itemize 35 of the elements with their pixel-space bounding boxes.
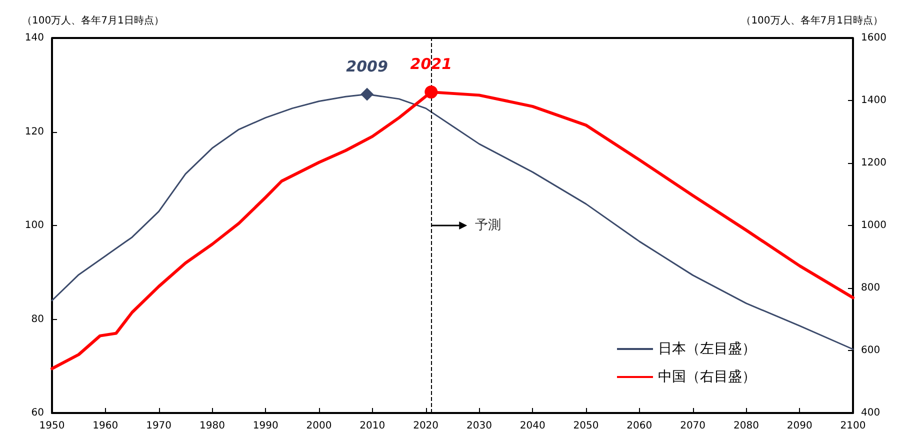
y2-tick-label: 1000 — [861, 220, 886, 231]
y2-tick-label: 600 — [861, 345, 880, 356]
x-tick-label: 1970 — [146, 420, 172, 432]
x-tick-label: 2040 — [520, 420, 546, 432]
y2-axis-title: （100万人、各年7月1日時点） — [741, 14, 883, 26]
y-tick-label: 120 — [24, 126, 44, 138]
x-tick-label: 2060 — [626, 420, 652, 432]
x-tick-label: 2090 — [786, 420, 812, 432]
legend-label: 日本（左目盛） — [658, 341, 756, 357]
y-axis-title: （100万人、各年7月1日時点） — [22, 14, 164, 26]
y2-tick-label: 1200 — [861, 158, 886, 168]
x-tick-label: 2030 — [466, 420, 492, 432]
y-tick-label: 60 — [31, 408, 44, 418]
x-tick-label: 2010 — [360, 420, 386, 432]
x-tick-label: 2000 — [306, 420, 332, 432]
x-tick-label: 2070 — [680, 420, 706, 432]
x-tick-label: 1950 — [39, 420, 65, 432]
annotation: 2021 — [410, 55, 452, 74]
x-tick-label: 2100 — [840, 420, 866, 432]
legend-label: 中国（右目盛） — [658, 369, 756, 385]
y-tick-label: 140 — [24, 32, 44, 44]
y2-tick-label: 1400 — [861, 95, 886, 106]
ref-line-label: 予測 — [475, 218, 502, 233]
annotation: 2009 — [346, 57, 388, 76]
x-tick-label: 1990 — [252, 420, 278, 432]
y-tick-label: 80 — [31, 314, 44, 325]
x-tick-label: 1960 — [92, 420, 118, 432]
x-tick-label: 1980 — [199, 420, 225, 432]
x-tick-label: 2020 — [413, 420, 439, 432]
x-tick-label: 2080 — [733, 420, 759, 432]
y2-tick-label: 1600 — [861, 32, 886, 44]
y2-tick-label: 800 — [861, 282, 880, 294]
y2-tick-label: 400 — [861, 408, 880, 418]
x-tick-label: 2050 — [573, 420, 599, 432]
y-tick-label: 100 — [24, 220, 44, 231]
